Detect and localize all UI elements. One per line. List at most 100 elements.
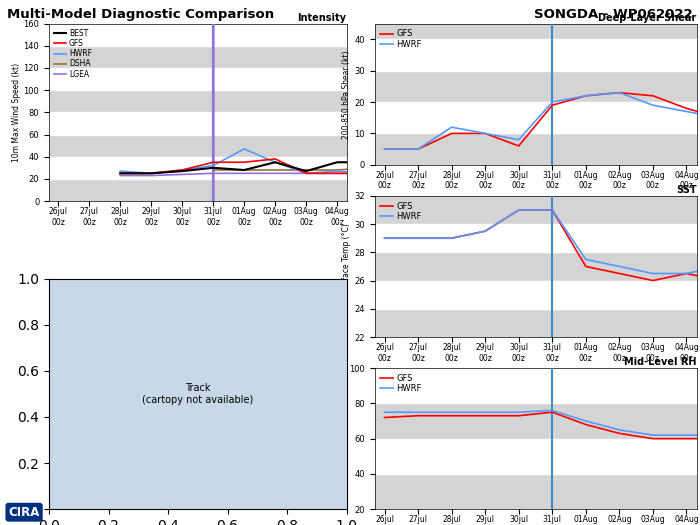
DSHA [209,167,218,173]
Text: Intensity: Intensity [298,13,346,23]
BEST [147,170,155,176]
HWRF [447,124,456,130]
Legend: GFS, HWRF: GFS, HWRF [379,200,424,223]
Bar [49,68,346,90]
Line: GFS: GFS [384,210,700,295]
HWRF [147,170,155,176]
GFS [414,146,422,152]
LGEA [519,173,527,180]
BEST [364,159,372,165]
GFS [581,178,589,184]
LGEA [426,172,435,179]
GFS [615,89,624,96]
Bar [49,156,346,179]
Text: Multi-Model Diagnostic Comparison: Multi-Model Diagnostic Comparison [7,8,274,21]
HWRF [548,207,556,213]
BEST [581,170,589,176]
LGEA [550,173,559,180]
BEST [550,170,559,176]
GFS [488,176,496,182]
Bar [49,112,346,134]
GFS [514,143,523,149]
LGEA [178,171,186,177]
HWRF [615,89,624,96]
GFS [395,173,403,180]
HWRF [364,170,372,176]
HWRF [514,207,523,213]
LGEA [612,173,620,180]
LGEA [364,170,372,176]
Text: CIRA: CIRA [8,506,40,519]
LGEA [240,170,248,176]
Text: Deep-Layer Shear: Deep-Layer Shear [598,13,696,23]
GFS [615,270,624,277]
DSHA [488,162,496,169]
GFS [682,105,691,111]
LGEA [271,170,279,176]
BEST [333,159,342,165]
Text: SONGDA - WP062022: SONGDA - WP062022 [534,8,693,21]
Bar [374,224,696,253]
BEST [302,168,310,174]
Line: HWRF: HWRF [384,49,700,149]
DSHA [333,167,342,173]
Line: GFS: GFS [384,412,700,439]
GFS [481,413,489,419]
Bar [374,439,696,474]
BEST [488,170,496,176]
BEST [457,170,466,176]
HWRF [548,99,556,105]
Line: DSHA: DSHA [214,156,616,176]
Y-axis label: Sea Surface Temp (°C): Sea Surface Temp (°C) [342,224,351,309]
GFS [649,277,657,284]
DSHA [302,167,310,173]
HWRF [380,235,389,242]
GFS [457,176,466,182]
Line: BEST: BEST [120,162,616,173]
LGEA [333,170,342,176]
Bar [374,39,696,71]
GFS [178,167,186,173]
HWRF [178,167,186,173]
Bar [49,24,346,46]
DSHA [519,167,527,173]
HWRF [302,170,310,176]
GFS [514,207,523,213]
Line: GFS: GFS [384,39,700,149]
HWRF [615,427,624,433]
HWRF [447,235,456,242]
Legend: GFS, HWRF: GFS, HWRF [379,372,424,395]
GFS [147,170,155,176]
HWRF [514,409,523,415]
Y-axis label: 700-500 hPa Humidity (%): 700-500 hPa Humidity (%) [337,388,346,489]
GFS [271,156,279,162]
Line: HWRF: HWRF [384,411,700,435]
GFS [414,235,422,242]
HWRF [649,432,657,438]
HWRF [612,178,620,184]
BEST [116,170,125,176]
Bar [374,280,696,309]
HWRF [209,162,218,169]
GFS [240,159,248,165]
Y-axis label: 10m Max Wind Speed (kt): 10m Max Wind Speed (kt) [12,63,20,162]
HWRF [271,159,279,165]
GFS [333,170,342,176]
GFS [209,159,218,165]
LGEA [395,170,403,176]
GFS [519,176,527,182]
HWRF [481,130,489,136]
GFS [426,176,435,182]
GFS [447,130,456,136]
HWRF [581,178,589,184]
HWRF [615,264,624,270]
GFS [582,422,590,428]
HWRF [426,176,435,182]
HWRF [649,270,657,277]
BEST [426,170,435,176]
DSHA [364,165,372,171]
HWRF [414,235,422,242]
HWRF [519,177,527,183]
Line: HWRF: HWRF [120,149,616,181]
Text: Track
(cartopy not available): Track (cartopy not available) [142,383,253,405]
